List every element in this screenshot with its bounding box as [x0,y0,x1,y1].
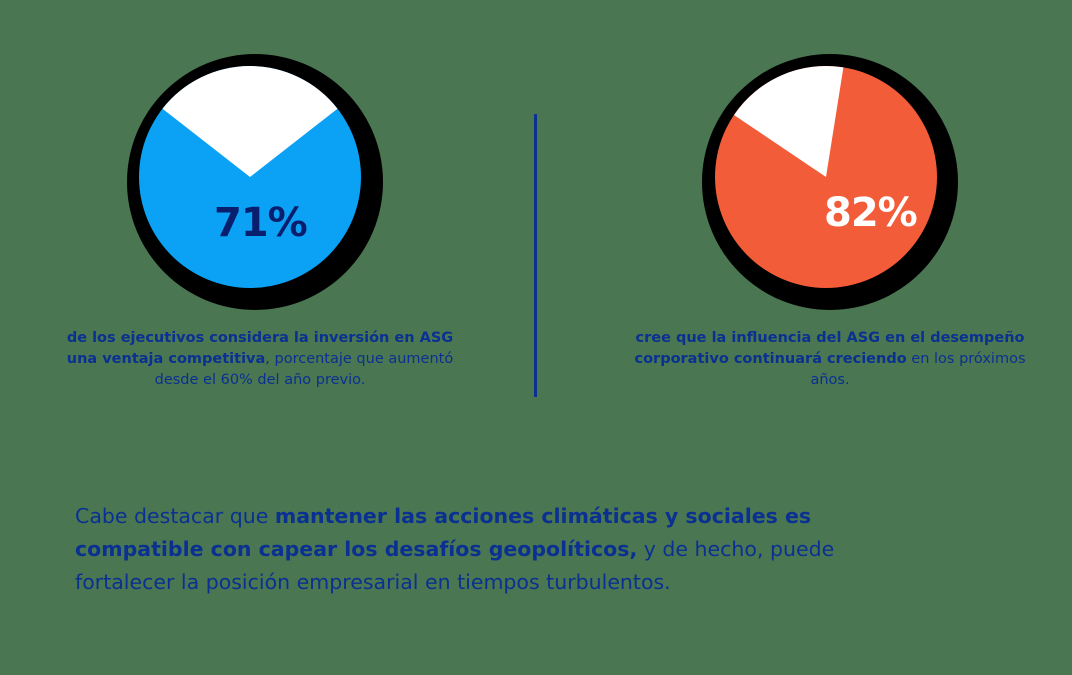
pie-slice-remainder [734,66,844,177]
vertical-divider [534,114,537,397]
footer-paragraph: Cabe destacar que mantener las acciones … [75,500,935,599]
caption-bold: de los ejecutivos considera la inversión… [66,330,454,367]
caption-regular: en los próximos años. [810,351,1026,388]
pie-left-graphic [127,54,383,310]
caption-regular: , porcentaje que aumentó desde el 60% de… [154,351,454,388]
footer-text-bold: mantener las acciones climáticas y socia… [75,504,812,561]
pie-right-graphic [702,54,958,310]
percent-label: 82% [824,190,918,236]
right-caption: cree que la influencia del ASG en el des… [630,328,1030,391]
percent-label: 71% [214,200,308,246]
pie-chart-82: 82% [696,48,966,318]
footer-text-part1: Cabe destacar que [75,504,275,528]
caption-bold: cree que la influencia del ASG en el des… [634,330,1025,367]
pie-chart-71: 71% [120,48,390,318]
footer-text-part2: y de hecho, puede fortalecer la posición… [75,537,835,594]
left-caption: de los ejecutivos considera la inversión… [60,328,460,391]
pie-slice-remainder [162,65,338,177]
